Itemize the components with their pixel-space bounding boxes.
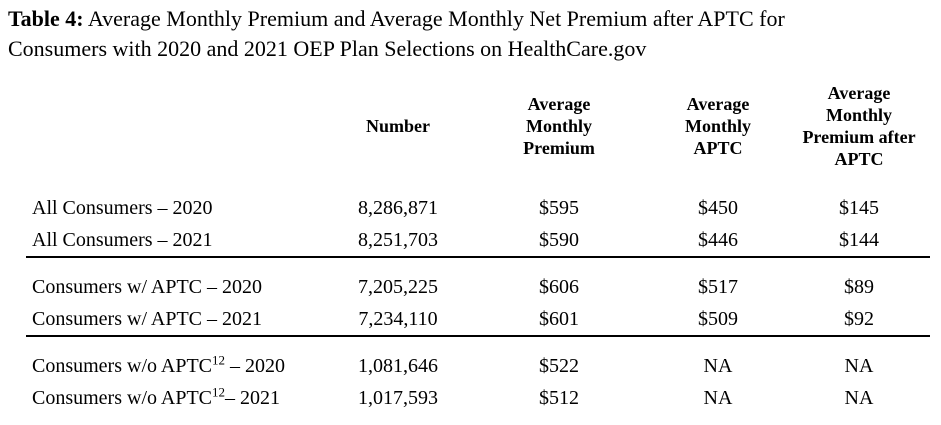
header-line: Premium [523, 138, 595, 158]
column-header-average-monthly-premium-after-aptc: Average Monthly Premium after APTC [788, 80, 930, 192]
title-line1: Average Monthly Premium and Average Mont… [83, 6, 785, 31]
net-premium-cell: NA [844, 386, 874, 409]
header-line: Monthly [525, 116, 592, 136]
row-label: Consumers w/o APTC [32, 386, 213, 409]
number-cell: 8,251,703 [358, 228, 438, 251]
header-line: Average [827, 83, 891, 103]
row-label-cell: Consumers w/o APTC12 – 2020 [26, 335, 326, 382]
number-cell: 8,286,871 [358, 196, 438, 219]
number-cell: 7,205,225 [326, 256, 470, 303]
page-title: Table 4: Average Monthly Premium and Ave… [8, 4, 933, 64]
premium-cell: $522 [470, 335, 648, 382]
number-cell: 1,017,593 [358, 386, 438, 409]
column-header-average-monthly-premium: Average Monthly Premium [470, 80, 648, 192]
row-label-cell: All Consumers – 2021 [26, 224, 326, 257]
aptc-cell: NA [703, 386, 733, 409]
row-label-cell: Consumers w/ APTC – 2020 [26, 256, 326, 303]
net-premium-cell: $89 [788, 256, 930, 303]
header-line: APTC [693, 138, 743, 158]
column-header-average-monthly-aptc: Average Monthly APTC [648, 80, 788, 192]
table-row-all-consumers-2020: All Consumers – 2020 8,286,871 $595 $450… [26, 192, 930, 224]
row-label-cell: All Consumers – 2020 [26, 192, 326, 224]
footnote-superscript: 12 [212, 383, 226, 399]
table-row-consumers-without-aptc-2020: Consumers w/o APTC12 – 2020 1,081,646 $5… [26, 335, 930, 382]
column-header-empty [26, 80, 326, 192]
row-label: All Consumers – 2020 [32, 196, 213, 219]
row-label-suffix: – 2021 [225, 386, 281, 409]
table-row-all-consumers-2021: All Consumers – 2021 8,251,703 $590 $446… [26, 224, 930, 257]
header-line: Monthly [684, 116, 751, 136]
premium-cell: $595 [539, 196, 579, 219]
header-line: Premium after [802, 127, 916, 147]
table-row-consumers-without-aptc-2021: Consumers w/o APTC12– 2021 1,017,593 $51… [26, 382, 930, 414]
row-label: Consumers w/o APTC [32, 354, 213, 377]
aptc-cell: $509 [698, 307, 738, 330]
aptc-cell: $517 [648, 256, 788, 303]
header-line: Average [527, 94, 591, 114]
number-cell: 7,234,110 [358, 307, 438, 330]
footnote-superscript: 12 [212, 351, 226, 367]
column-header-number: Number [326, 80, 470, 192]
row-label-suffix: – 2020 [225, 354, 286, 377]
net-premium-cell: NA [788, 335, 930, 382]
premium-cell: $590 [539, 228, 579, 251]
table-header-row: Number Average Monthly Premium Average M… [26, 80, 930, 192]
table-row-consumers-with-aptc-2020: Consumers w/ APTC – 2020 7,205,225 $606 … [26, 256, 930, 303]
premium-cell: $512 [539, 386, 579, 409]
net-premium-cell: $145 [839, 196, 879, 219]
number-cell: 1,081,646 [326, 335, 470, 382]
header-line: Monthly [825, 105, 892, 125]
title-prefix: Table 4: [8, 6, 84, 31]
premium-cell: $606 [470, 256, 648, 303]
premium-table: Number Average Monthly Premium Average M… [26, 80, 930, 414]
premium-cell: $601 [539, 307, 579, 330]
row-label-cell: Consumers w/ APTC – 2021 [26, 303, 326, 336]
row-label: All Consumers – 2021 [32, 228, 213, 251]
row-label-cell: Consumers w/o APTC12– 2021 [26, 382, 326, 414]
header-line: Average [686, 94, 750, 114]
title-line2: Consumers with 2020 and 2021 OEP Plan Se… [8, 36, 647, 61]
aptc-cell: $450 [698, 196, 738, 219]
row-label: Consumers w/ APTC – 2021 [32, 307, 263, 330]
header-line: Number [366, 116, 430, 136]
net-premium-cell: $144 [839, 228, 879, 251]
net-premium-cell: $92 [844, 307, 874, 330]
table-row-consumers-with-aptc-2021: Consumers w/ APTC – 2021 7,234,110 $601 … [26, 303, 930, 336]
row-label: Consumers w/ APTC – 2020 [32, 275, 263, 298]
aptc-cell: NA [648, 335, 788, 382]
aptc-cell: $446 [698, 228, 738, 251]
header-line: APTC [834, 149, 884, 169]
